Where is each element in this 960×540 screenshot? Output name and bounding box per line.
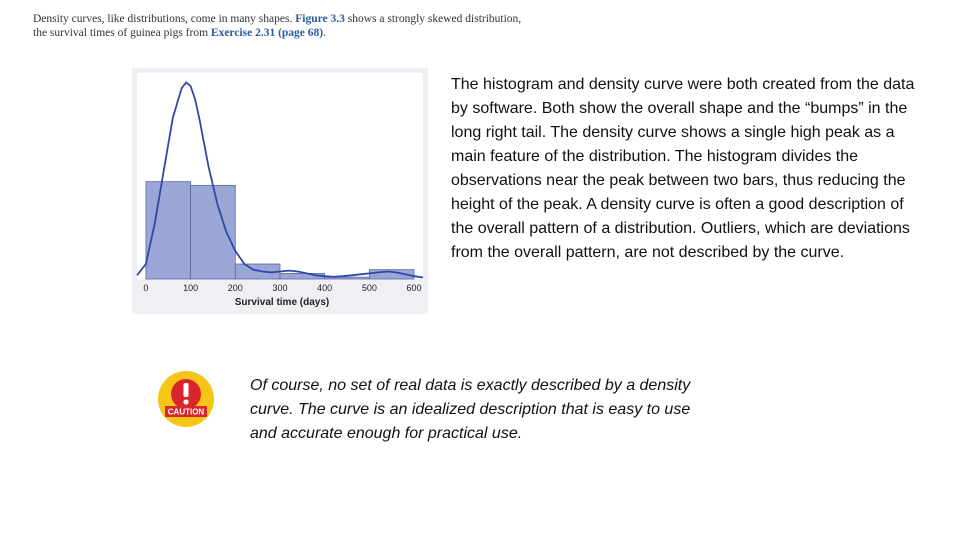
- histogram-figure: 0 100 200 300 400 500 600 Survival time (days): [132, 68, 428, 314]
- x-tick-label-600: 600: [407, 283, 422, 293]
- caution-paragraph: Of course, no set of real data is exactl…: [250, 377, 691, 442]
- caution-icon: CAUTION: [157, 370, 215, 428]
- caution-label: CAUTION: [168, 408, 205, 417]
- exercise-reference-link[interactable]: Exercise 2.31 (page 68): [210, 27, 324, 39]
- x-tick-label-0: 0: [143, 283, 148, 293]
- caution-label-band: [165, 406, 207, 417]
- x-tick-label-300: 300: [272, 283, 287, 293]
- intro-text-1: Density curves, like distributions, come…: [33, 13, 296, 25]
- figure-reference-link[interactable]: Figure 3.3: [295, 13, 345, 25]
- intro-paragraph: Density curves, like distributions, come…: [33, 12, 533, 40]
- x-tick-label-200: 200: [228, 283, 243, 293]
- explanation-paragraph: The histogram and density curve were bot…: [451, 76, 915, 261]
- histogram-bar-5: [368, 269, 415, 280]
- intro-text-3: .: [323, 27, 326, 39]
- exclamation-dot: [183, 399, 189, 405]
- x-tick-label-400: 400: [317, 283, 332, 293]
- exclamation-bar: [183, 383, 189, 397]
- histogram-density-chart: 0 100 200 300 400 500 600 Survival time (days): [136, 73, 424, 308]
- x-tick-label-500: 500: [362, 283, 377, 293]
- x-axis-label: Survival time (days): [235, 297, 329, 308]
- intro-text-2: shows a strongly skewed distribution, th…: [33, 13, 522, 39]
- histogram-bar-1: [190, 184, 236, 280]
- density-curve: [136, 81, 424, 279]
- x-tick-label-100: 100: [183, 283, 198, 293]
